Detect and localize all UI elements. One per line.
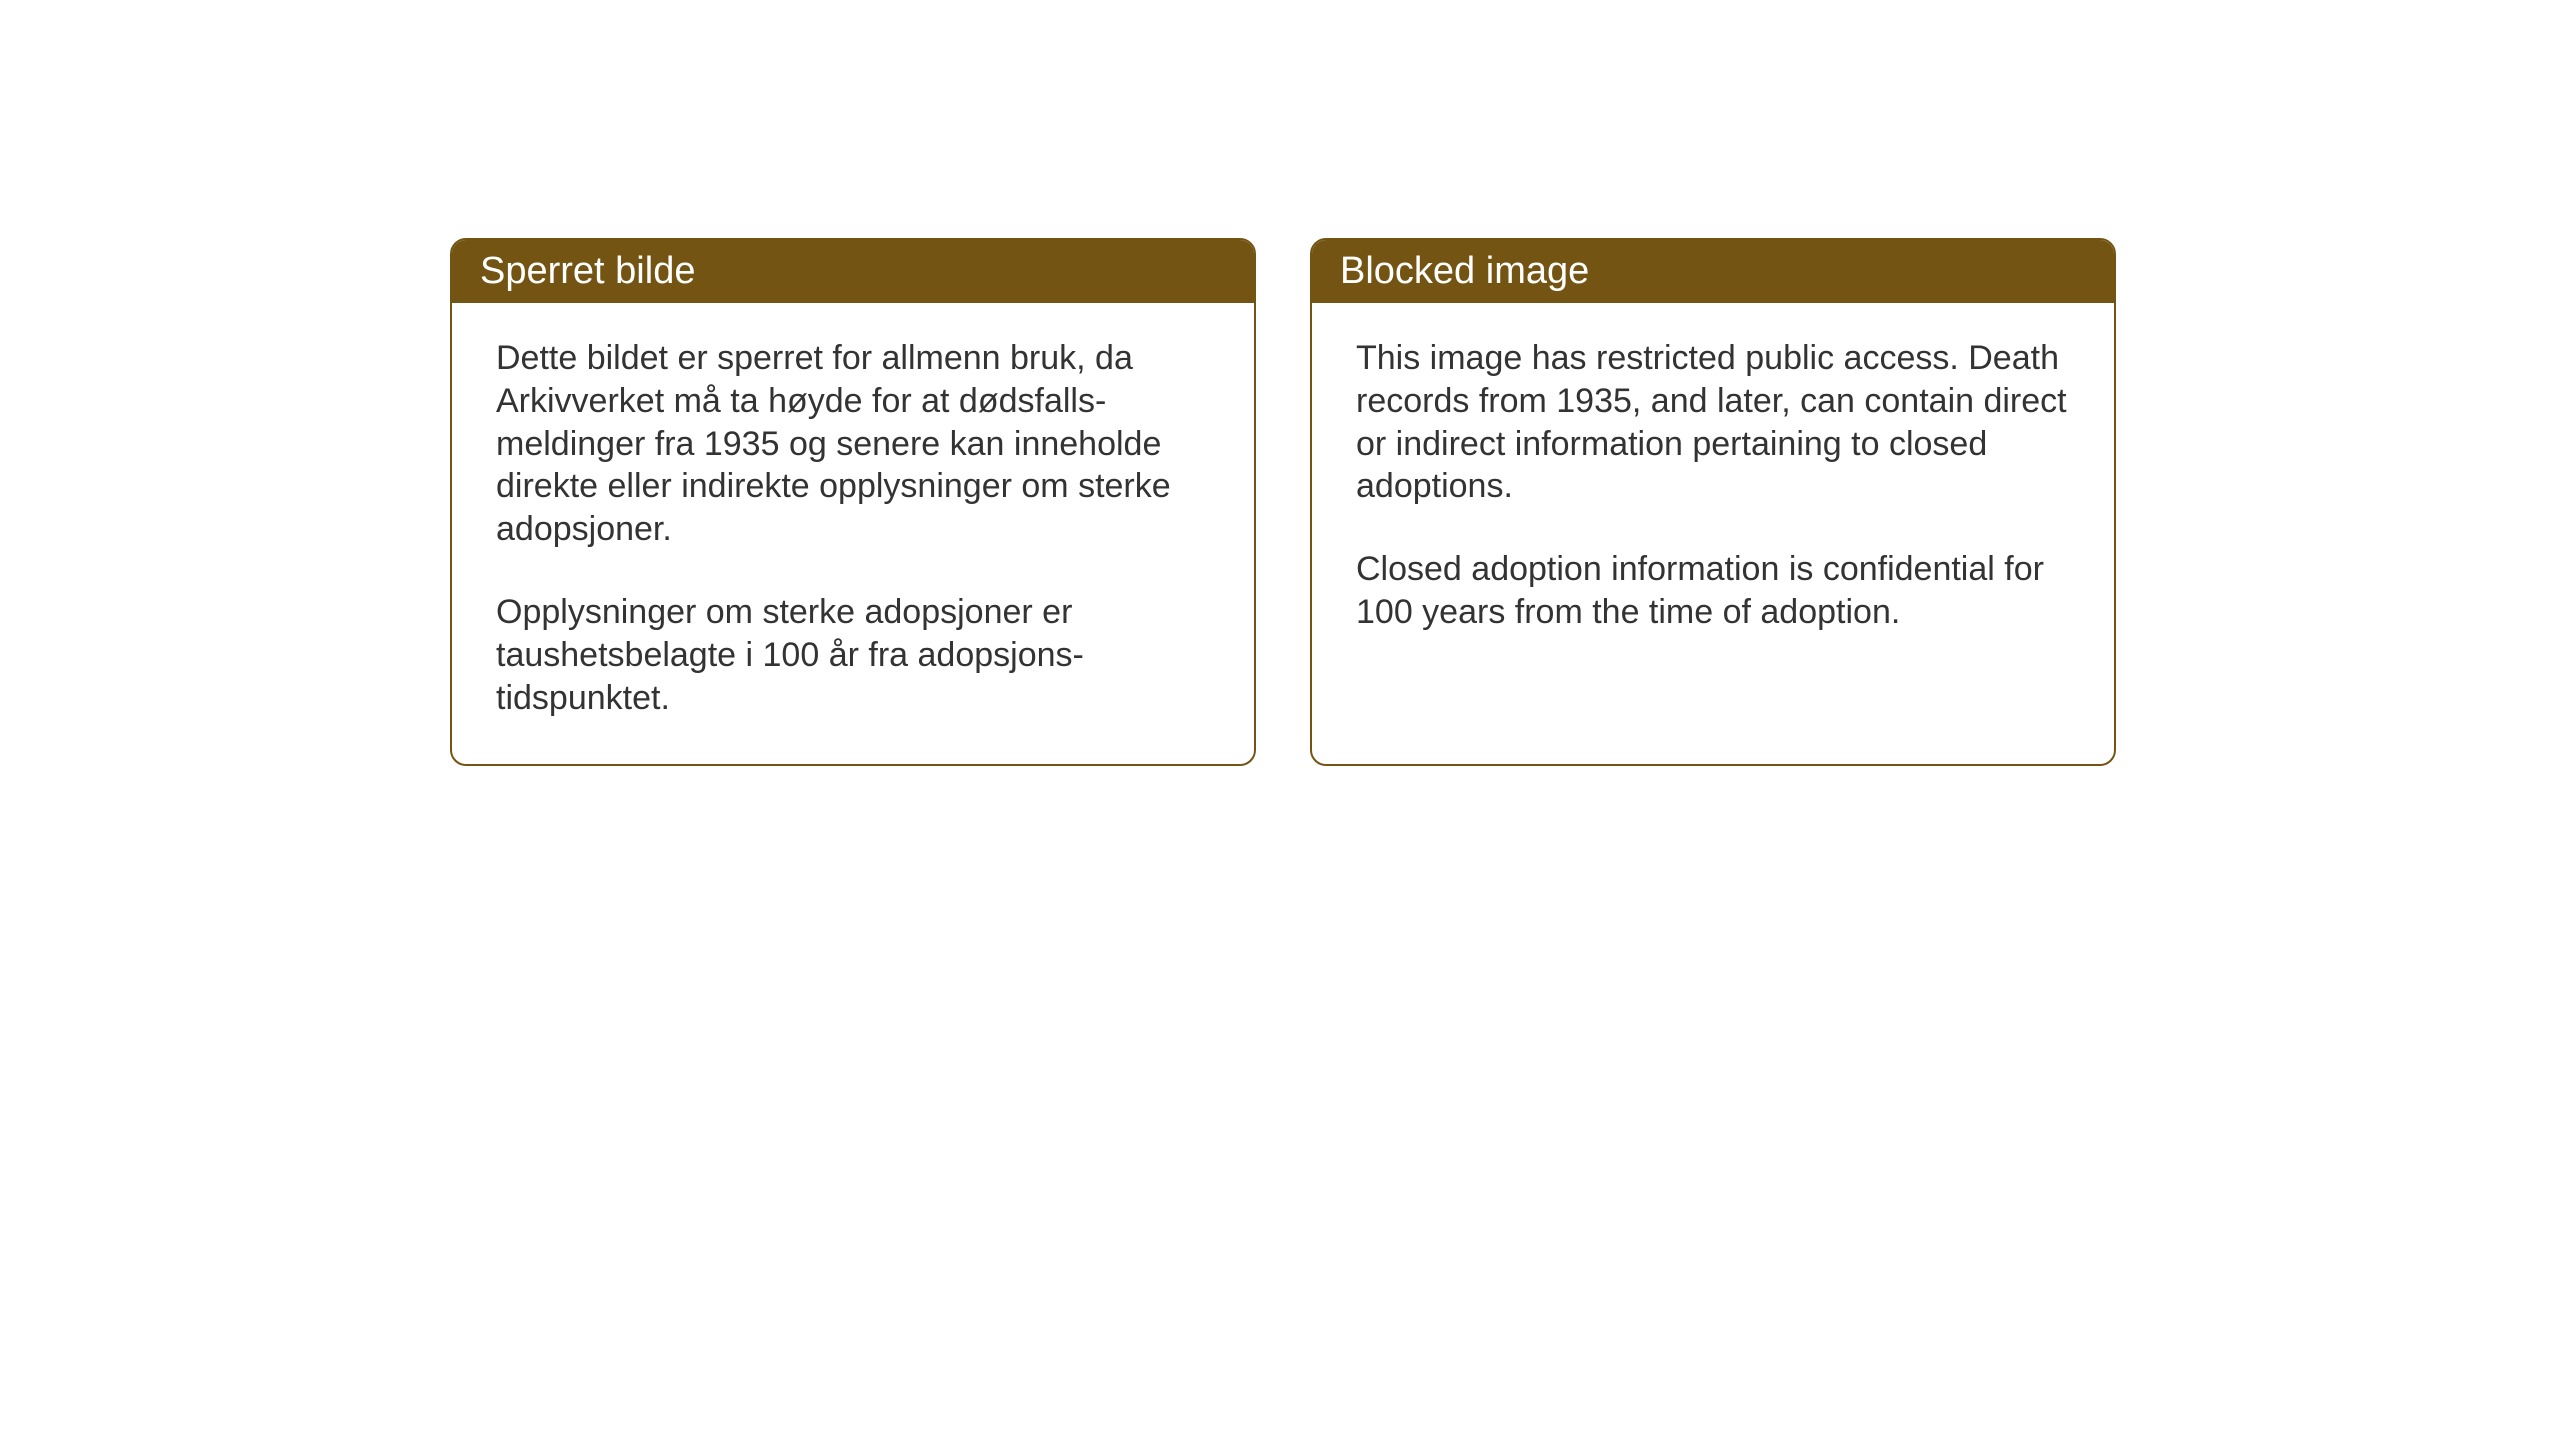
paragraph-norwegian-1: Dette bildet er sperret for allmenn bruk… [496, 337, 1210, 551]
info-box-english: Blocked image This image has restricted … [1310, 238, 2116, 766]
box-header-norwegian: Sperret bilde [452, 240, 1254, 303]
info-box-container: Sperret bilde Dette bildet er sperret fo… [450, 238, 2116, 766]
box-header-english: Blocked image [1312, 240, 2114, 303]
box-body-norwegian: Dette bildet er sperret for allmenn bruk… [452, 303, 1254, 764]
info-box-norwegian: Sperret bilde Dette bildet er sperret fo… [450, 238, 1256, 766]
box-body-english: This image has restricted public access.… [1312, 303, 2114, 678]
paragraph-english-1: This image has restricted public access.… [1356, 337, 2070, 508]
paragraph-norwegian-2: Opplysninger om sterke adopsjoner er tau… [496, 591, 1210, 719]
paragraph-english-2: Closed adoption information is confident… [1356, 548, 2070, 634]
